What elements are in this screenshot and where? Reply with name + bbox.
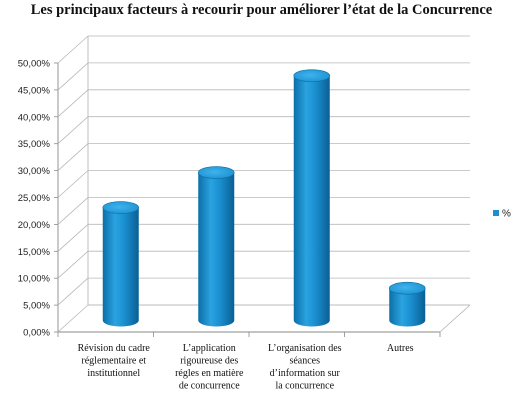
- y-tick-label: 25,00%: [18, 193, 51, 204]
- bar-top: [293, 69, 331, 83]
- y-tick-label: 10,00%: [18, 274, 51, 285]
- chart-title: Les principaux facteurs à recourir pour …: [30, 2, 493, 18]
- gridline-side: [57, 35, 89, 64]
- bar-top: [197, 166, 235, 179]
- bar-top: [388, 281, 426, 295]
- gridline-side: [57, 89, 89, 118]
- bar: [197, 166, 235, 327]
- y-tick-label: 0,00%: [23, 328, 50, 339]
- bar-body: [198, 172, 235, 327]
- gridline-side: [57, 62, 89, 91]
- bar-body: [389, 288, 426, 327]
- x-category-label: Révision du cadre réglementaire et institu…: [78, 343, 151, 379]
- bar-body: [102, 207, 139, 327]
- x-category-label: L’application rigoureuse des régles en mat…: [175, 343, 244, 392]
- y-tick-label: 15,00%: [18, 247, 51, 258]
- gridline-side: [57, 197, 89, 225]
- y-tick-label: 45,00%: [18, 85, 51, 96]
- bar: [293, 69, 331, 327]
- gridline-side: [57, 224, 89, 252]
- legend-swatch: [493, 210, 499, 216]
- y-tick-label: 40,00%: [18, 112, 51, 123]
- gridline-side: [57, 277, 89, 306]
- bar-top: [102, 201, 140, 214]
- gridline-side: [57, 143, 89, 171]
- y-tick-label: 5,00%: [23, 301, 50, 312]
- gridline-side: [57, 304, 89, 333]
- gridline-side: [57, 250, 89, 279]
- legend-label: %: [502, 209, 511, 220]
- y-tick-label: 30,00%: [18, 166, 51, 177]
- y-tick-label: 50,00%: [18, 59, 51, 70]
- y-tick-label: 35,00%: [18, 139, 51, 150]
- bar-body: [293, 75, 330, 327]
- floor-edge: [439, 304, 471, 333]
- y-tick-label: 20,00%: [18, 220, 51, 231]
- x-category-label: L’organisation des séances d’information s…: [268, 343, 342, 392]
- gridline-side: [57, 116, 89, 144]
- bar: [388, 281, 426, 327]
- gridline-side: [57, 170, 89, 198]
- x-category-label: Autres: [387, 343, 414, 354]
- bar: [102, 201, 140, 327]
